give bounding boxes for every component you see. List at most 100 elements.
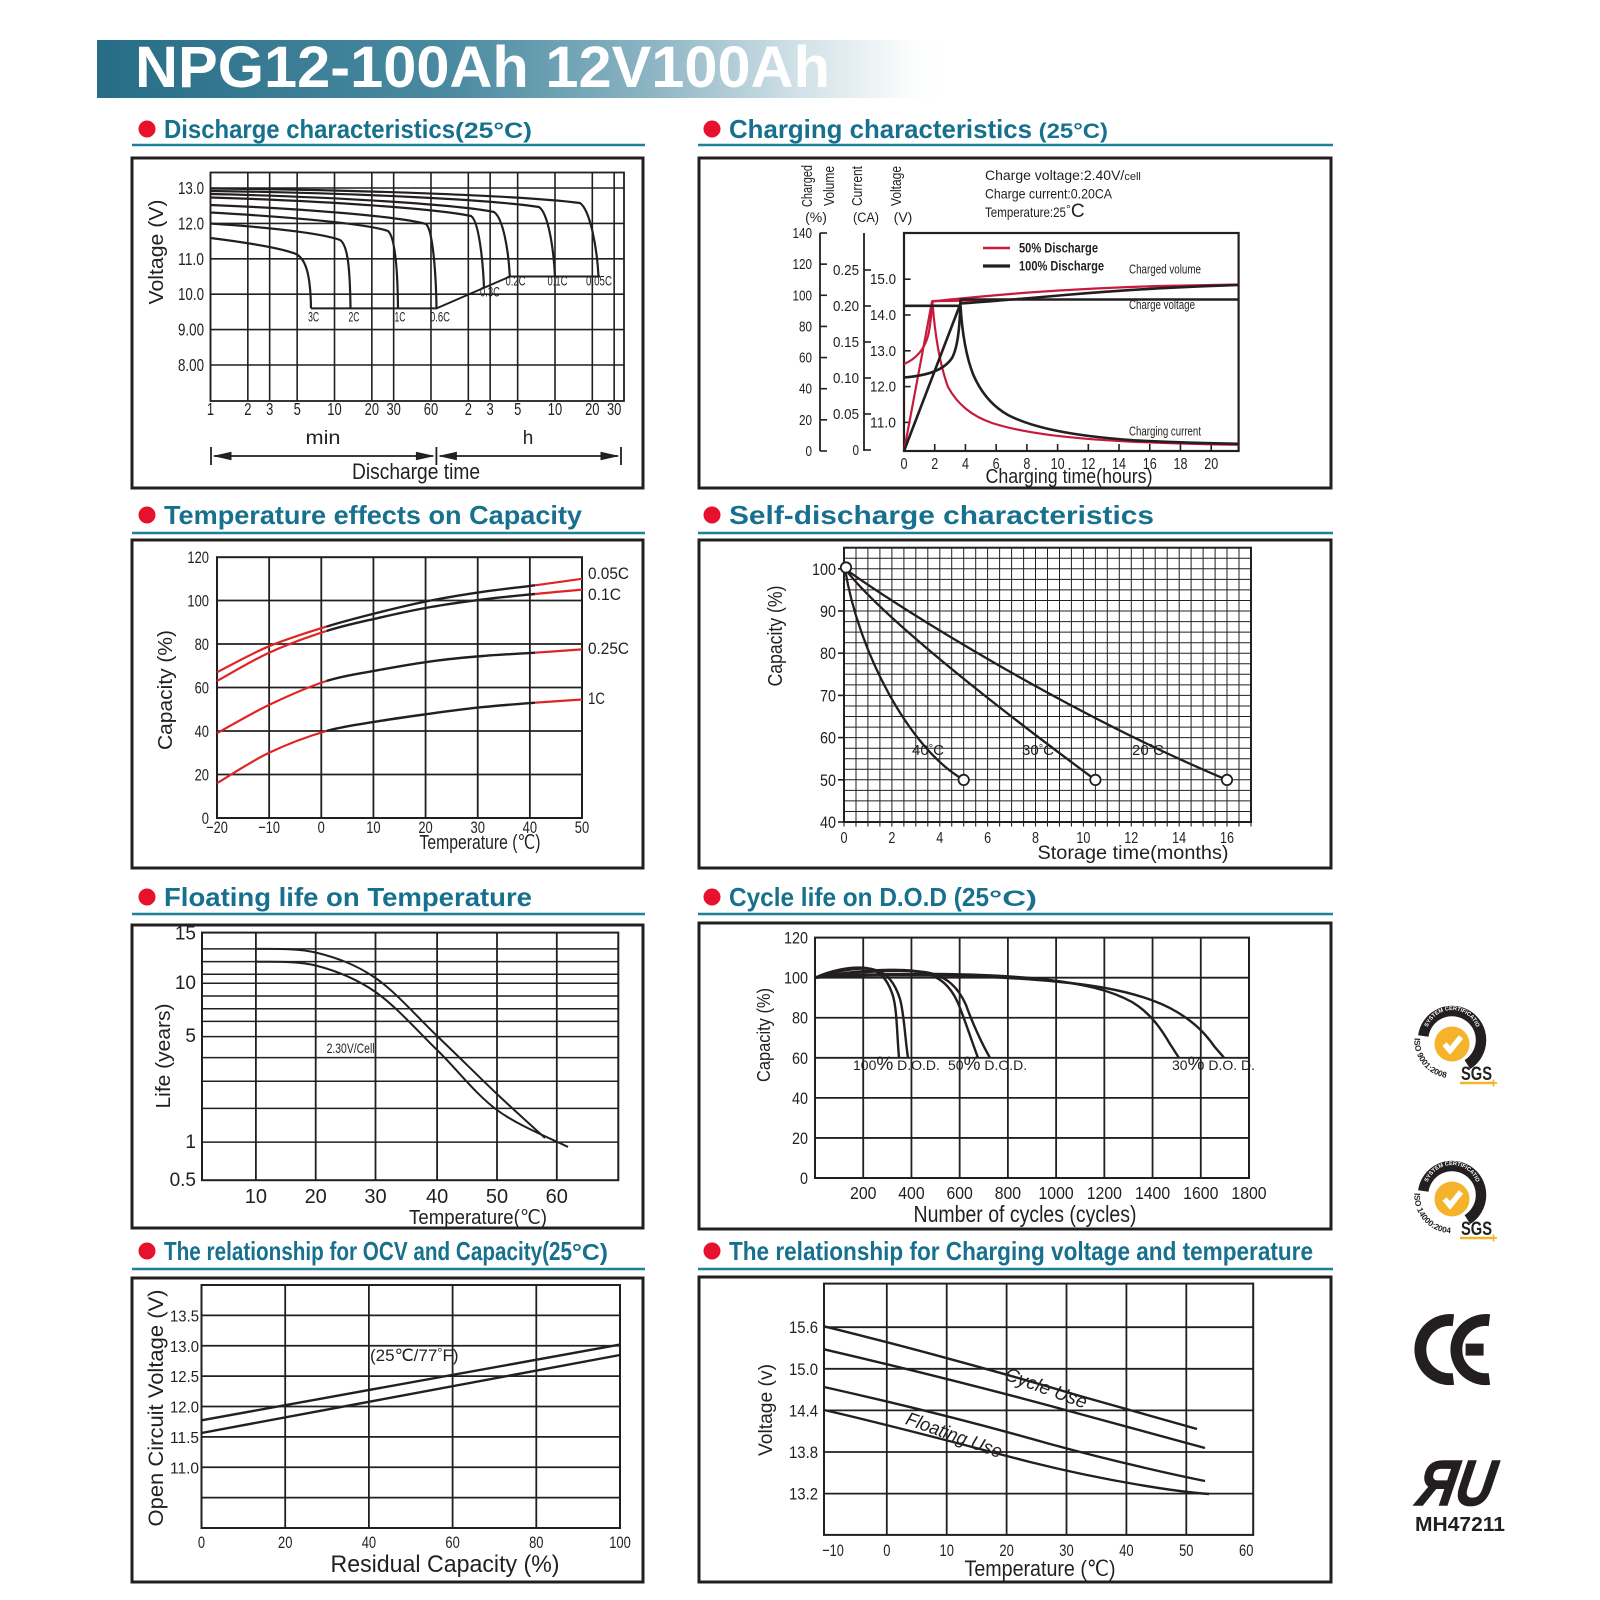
svg-text:SGS: SGS <box>1461 1064 1492 1085</box>
svg-text:SGS: SGS <box>1461 1219 1492 1240</box>
svg-text:Volume: Volume <box>821 166 838 206</box>
svg-text:10: 10 <box>327 399 342 419</box>
svg-text:100: 100 <box>784 969 808 988</box>
svg-text:40: 40 <box>523 818 537 837</box>
svg-text:Floating life on Temperature: Floating life on Temperature <box>164 882 532 912</box>
svg-text:11.0: 11.0 <box>870 414 896 431</box>
svg-text:14.0: 14.0 <box>870 307 896 324</box>
svg-text:100: 100 <box>187 592 209 611</box>
svg-text:11.0: 11.0 <box>170 1460 199 1477</box>
svg-text:−20: −20 <box>206 818 228 837</box>
svg-text:80: 80 <box>820 644 836 663</box>
svg-text:Open Circuit Voltage (V): Open Circuit Voltage (V) <box>145 1290 168 1527</box>
svg-text:40: 40 <box>799 381 812 398</box>
svg-text:100: 100 <box>812 560 836 579</box>
svg-text:°C): °C) <box>989 886 1037 911</box>
svg-text:40°C: 40°C <box>912 742 944 759</box>
svg-text:Temperature (℃): Temperature (℃) <box>965 1556 1116 1581</box>
svg-text:80: 80 <box>792 1009 808 1028</box>
svg-text:10: 10 <box>1051 456 1065 473</box>
svg-text:0.10: 0.10 <box>833 370 859 387</box>
svg-text:(25℃/77°F): (25℃/77°F) <box>370 1345 459 1365</box>
svg-text:Capacity (%): Capacity (%) <box>754 988 774 1082</box>
svg-text:Charging characteristics: Charging characteristics <box>729 114 1032 144</box>
svg-text:Charge voltage:2.40V/cell: Charge voltage:2.40V/cell <box>985 167 1141 183</box>
svg-text:15.0: 15.0 <box>789 1360 818 1379</box>
svg-text:2: 2 <box>931 456 938 473</box>
svg-text:80: 80 <box>529 1533 543 1552</box>
svg-text:20°C: 20°C <box>1132 742 1164 759</box>
svg-text:40: 40 <box>820 813 836 832</box>
svg-text:14: 14 <box>1172 830 1186 847</box>
svg-text:0.15: 0.15 <box>833 334 859 351</box>
svg-text:0.25C: 0.25C <box>588 639 629 658</box>
svg-text:10: 10 <box>366 818 380 837</box>
svg-text:120: 120 <box>793 256 813 273</box>
svg-text:30% D.O. D.: 30% D.O. D. <box>1172 1054 1255 1075</box>
svg-text:20: 20 <box>278 1533 292 1552</box>
svg-text:12.5: 12.5 <box>170 1369 199 1386</box>
svg-text:15.6: 15.6 <box>789 1318 818 1337</box>
svg-text:min: min <box>306 428 341 449</box>
svg-text:10: 10 <box>940 1541 954 1560</box>
svg-text:50: 50 <box>820 771 836 790</box>
svg-text:20: 20 <box>999 1541 1013 1560</box>
svg-text:12.0: 12.0 <box>870 379 896 396</box>
svg-text:400: 400 <box>898 1183 925 1203</box>
svg-text:0.5: 0.5 <box>170 1170 196 1191</box>
svg-text:Capacity (%): Capacity (%) <box>155 630 177 750</box>
svg-text:10: 10 <box>1076 830 1090 847</box>
svg-text:3: 3 <box>487 399 494 419</box>
svg-text:8: 8 <box>1032 830 1039 847</box>
svg-text:3C: 3C <box>308 309 319 325</box>
svg-text:60: 60 <box>792 1049 808 1068</box>
svg-text:80: 80 <box>799 318 812 335</box>
svg-text:40: 40 <box>362 1533 376 1552</box>
svg-text:30: 30 <box>386 399 401 419</box>
svg-text:600: 600 <box>946 1183 973 1203</box>
svg-text:Residual Capacity (%): Residual Capacity (%) <box>331 1551 560 1578</box>
svg-text:2C: 2C <box>349 309 360 325</box>
svg-text:(25°C): (25°C) <box>455 118 532 143</box>
svg-text:18: 18 <box>1173 456 1187 473</box>
svg-text:0: 0 <box>198 1533 205 1552</box>
svg-text:0.6C: 0.6C <box>430 309 450 325</box>
svg-text:1400: 1400 <box>1135 1183 1170 1203</box>
svg-text:2: 2 <box>244 399 251 419</box>
svg-text:Temperature (℃): Temperature (℃) <box>420 832 541 854</box>
svg-text:30: 30 <box>364 1186 386 1208</box>
svg-text:0.20: 0.20 <box>833 298 859 315</box>
svg-text:0.3C: 0.3C <box>480 284 500 300</box>
svg-text:1C: 1C <box>395 309 406 325</box>
svg-text:4: 4 <box>962 456 969 473</box>
svg-text:0: 0 <box>841 830 848 847</box>
svg-text:−10: −10 <box>822 1541 844 1560</box>
svg-text:Temperature:25: Temperature:25 <box>985 204 1066 220</box>
svg-text:20: 20 <box>195 766 209 785</box>
svg-text:ЯU: ЯU <box>1411 1447 1502 1518</box>
svg-text:200: 200 <box>850 1183 877 1203</box>
svg-text:12: 12 <box>1081 456 1095 473</box>
svg-text:30: 30 <box>607 399 622 419</box>
svg-text:50% Discharge: 50% Discharge <box>1019 241 1098 256</box>
svg-text:60: 60 <box>195 679 209 698</box>
svg-text:1800: 1800 <box>1231 1183 1266 1203</box>
svg-text:−10: −10 <box>258 818 280 837</box>
svg-text:0.05C: 0.05C <box>586 273 612 289</box>
svg-text:60: 60 <box>445 1533 459 1552</box>
svg-text:1600: 1600 <box>1183 1183 1218 1203</box>
svg-text:70: 70 <box>820 686 836 705</box>
svg-text:°C): °C) <box>572 1239 608 1265</box>
svg-text:Charging current: Charging current <box>1129 424 1201 439</box>
svg-text:13.0: 13.0 <box>170 1339 199 1356</box>
svg-text:14: 14 <box>1112 456 1126 473</box>
svg-text:1200: 1200 <box>1087 1183 1122 1203</box>
svg-text:15.0: 15.0 <box>870 271 896 288</box>
svg-text:15: 15 <box>175 924 196 945</box>
svg-text:The relationship for Charging: The relationship for Charging voltage an… <box>729 1236 1313 1266</box>
svg-text:0.05C: 0.05C <box>588 564 629 583</box>
svg-text:8: 8 <box>1023 456 1030 473</box>
svg-text:20: 20 <box>418 818 432 837</box>
svg-text:0.2C: 0.2C <box>506 273 526 289</box>
svg-text:Charged volume: Charged volume <box>1129 262 1201 277</box>
